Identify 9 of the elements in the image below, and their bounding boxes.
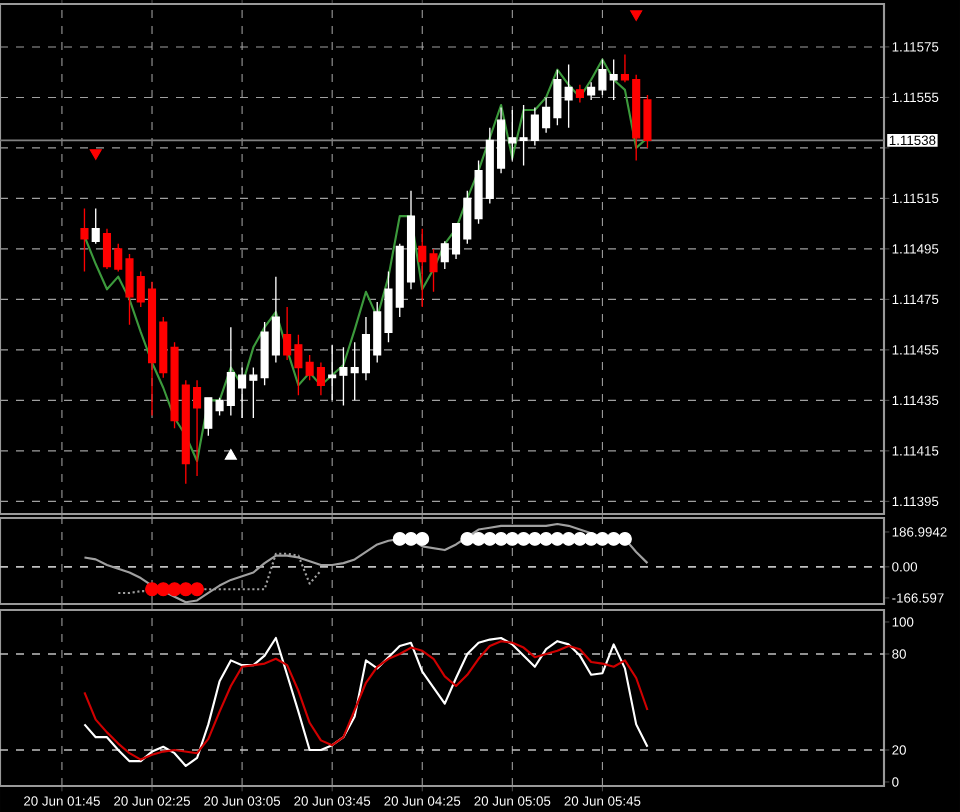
candlestick <box>204 397 213 437</box>
candlestick <box>91 207 100 245</box>
point <box>630 10 643 22</box>
candlestick <box>609 58 618 101</box>
candlestick <box>575 84 584 104</box>
candlestick <box>564 63 573 129</box>
candlestick <box>80 207 89 273</box>
point <box>224 448 237 460</box>
point <box>89 149 102 160</box>
